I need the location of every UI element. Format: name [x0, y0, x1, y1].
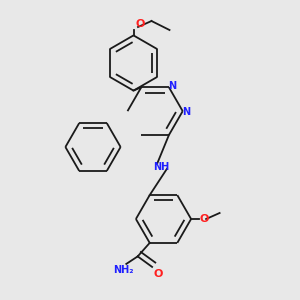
Text: NH₂: NH₂: [113, 266, 134, 275]
Text: N: N: [168, 81, 176, 91]
Text: NH: NH: [153, 162, 169, 172]
Text: O: O: [135, 20, 144, 29]
Text: O: O: [199, 214, 208, 224]
Text: O: O: [153, 269, 162, 279]
Text: N: N: [182, 107, 190, 117]
